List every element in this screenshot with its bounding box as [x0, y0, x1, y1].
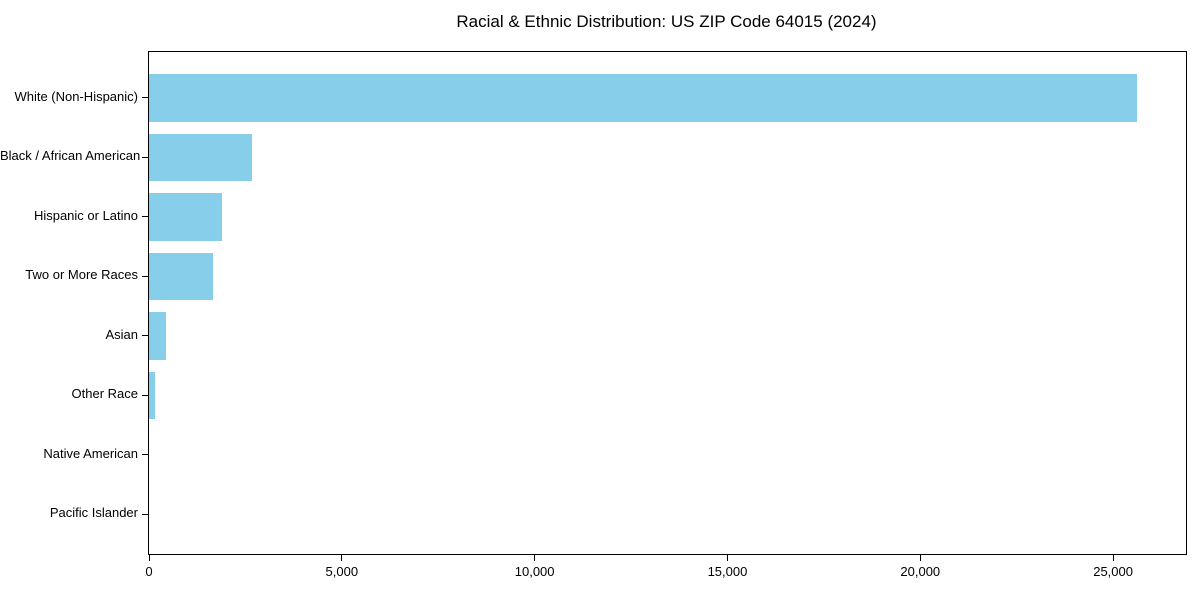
- bar-hispanic-or-latino: [149, 193, 222, 241]
- x-tick: [148, 555, 150, 561]
- x-tick-label: 20,000: [900, 564, 941, 579]
- y-axis-labels: White (Non-Hispanic) Black / African Amer…: [0, 51, 141, 553]
- x-tick: [1112, 555, 1114, 561]
- y-tick: [142, 275, 148, 277]
- x-tick: [919, 555, 921, 561]
- bar-black-african-american: [149, 133, 252, 182]
- x-tick-label: 10,000: [514, 564, 555, 579]
- x-tick-label: 5,000: [325, 564, 359, 579]
- x-tick-label: 0: [145, 564, 153, 579]
- y-tick: [142, 97, 148, 99]
- y-tick: [142, 335, 148, 337]
- x-tick: [534, 555, 536, 561]
- y-tick-label: Asian: [105, 326, 138, 342]
- x-tick: [726, 555, 728, 561]
- x-tick: [341, 555, 343, 561]
- y-tick: [142, 454, 148, 456]
- y-tick-label: Pacific Islander: [49, 505, 138, 521]
- y-tick-label: White (Non-Hispanic): [14, 88, 138, 104]
- y-tick-label: Hispanic or Latino: [33, 207, 138, 223]
- chart-title: Racial & Ethnic Distribution: US ZIP Cod…: [456, 12, 877, 31]
- bar-two-or-more-races: [149, 252, 214, 301]
- bar-white-non-hispanic-: [149, 74, 1137, 122]
- bar-asian: [149, 312, 167, 360]
- x-tick-label: 15,000: [707, 564, 748, 579]
- y-tick-label: Other Race: [71, 386, 138, 402]
- y-tick: [142, 513, 148, 515]
- x-tick-label: 25,000: [1093, 564, 1133, 579]
- y-tick: [142, 216, 148, 218]
- y-tick: [142, 394, 148, 396]
- y-tick-label: Black / African American: [0, 148, 141, 164]
- y-tick-label: Two or More Races: [25, 267, 138, 283]
- y-tick-label: Native American: [43, 445, 138, 461]
- y-tick: [142, 156, 148, 158]
- plot-area: 0 5,000 10,000 15,000 20,000 25,000: [142, 51, 1187, 579]
- bar-other-race: [149, 371, 156, 420]
